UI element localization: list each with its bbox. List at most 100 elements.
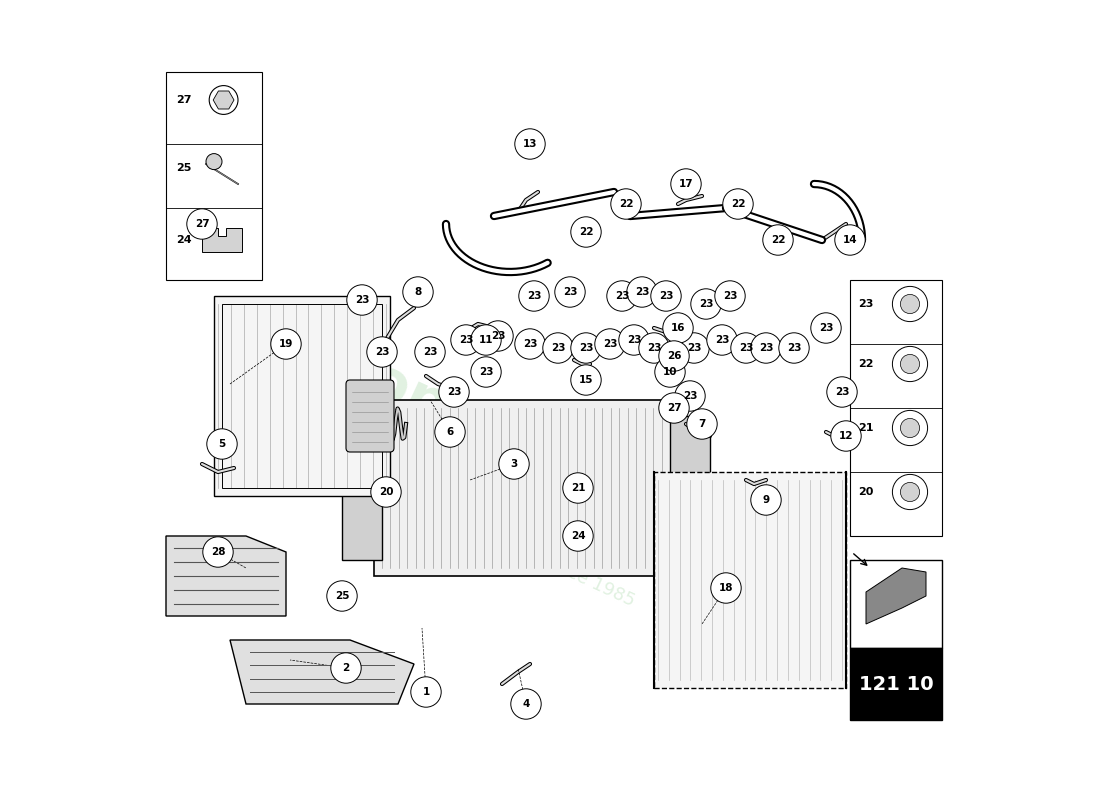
Text: 17: 17 xyxy=(679,179,693,189)
Circle shape xyxy=(723,189,754,219)
Circle shape xyxy=(707,325,737,355)
Circle shape xyxy=(901,354,920,374)
Circle shape xyxy=(901,418,920,438)
Circle shape xyxy=(471,357,502,387)
Text: a passion for parts since 1985: a passion for parts since 1985 xyxy=(383,478,637,610)
Text: 23: 23 xyxy=(459,335,473,345)
Text: 4: 4 xyxy=(522,699,530,709)
Circle shape xyxy=(671,169,701,199)
Text: 27: 27 xyxy=(195,219,209,229)
Circle shape xyxy=(827,377,857,407)
Text: 23: 23 xyxy=(563,287,578,297)
Text: 18: 18 xyxy=(718,583,734,593)
Circle shape xyxy=(674,381,705,411)
Polygon shape xyxy=(213,91,234,109)
Circle shape xyxy=(779,333,810,363)
Circle shape xyxy=(830,421,861,451)
Circle shape xyxy=(331,653,361,683)
Text: 8: 8 xyxy=(415,287,421,297)
Circle shape xyxy=(901,482,920,502)
FancyBboxPatch shape xyxy=(346,380,394,452)
Text: 23: 23 xyxy=(698,299,713,309)
Text: 14: 14 xyxy=(843,235,857,245)
Text: 24: 24 xyxy=(176,235,192,245)
Circle shape xyxy=(346,285,377,315)
Text: 23: 23 xyxy=(759,343,773,353)
Circle shape xyxy=(563,521,593,551)
Text: 23: 23 xyxy=(627,335,641,345)
Circle shape xyxy=(571,365,602,395)
Text: 23: 23 xyxy=(354,295,370,305)
Text: 23: 23 xyxy=(375,347,389,357)
Circle shape xyxy=(515,329,546,359)
Text: 16: 16 xyxy=(671,323,685,333)
Text: 23: 23 xyxy=(786,343,801,353)
Text: 19: 19 xyxy=(278,339,294,349)
Polygon shape xyxy=(230,640,414,704)
Bar xyxy=(850,280,942,536)
Text: 23: 23 xyxy=(715,335,729,345)
Circle shape xyxy=(663,313,693,343)
Text: 1: 1 xyxy=(422,687,430,697)
Circle shape xyxy=(835,225,866,255)
Circle shape xyxy=(498,449,529,479)
Text: 28: 28 xyxy=(211,547,226,557)
Text: 9: 9 xyxy=(762,495,770,505)
Text: 23: 23 xyxy=(491,331,505,341)
Text: 13: 13 xyxy=(522,139,537,149)
Circle shape xyxy=(571,217,602,247)
Circle shape xyxy=(403,277,433,307)
Circle shape xyxy=(563,473,593,503)
Text: 27: 27 xyxy=(667,403,681,413)
Text: 23: 23 xyxy=(835,387,849,397)
Text: 26: 26 xyxy=(667,351,681,361)
Circle shape xyxy=(366,337,397,367)
Circle shape xyxy=(371,477,402,507)
Text: 24: 24 xyxy=(571,531,585,541)
Circle shape xyxy=(751,485,781,515)
Circle shape xyxy=(271,329,301,359)
Circle shape xyxy=(202,537,233,567)
Text: 23: 23 xyxy=(635,287,649,297)
Circle shape xyxy=(651,281,681,311)
Circle shape xyxy=(519,281,549,311)
Circle shape xyxy=(715,281,745,311)
Circle shape xyxy=(415,337,446,367)
Text: 23: 23 xyxy=(422,347,438,357)
Circle shape xyxy=(901,294,920,314)
Text: 23: 23 xyxy=(723,291,737,301)
Text: 6: 6 xyxy=(447,427,453,437)
Polygon shape xyxy=(866,568,926,624)
Text: 25: 25 xyxy=(176,163,191,173)
Text: 20: 20 xyxy=(858,487,873,497)
Circle shape xyxy=(659,393,690,423)
Text: 22: 22 xyxy=(579,227,593,237)
Text: europaparts: europaparts xyxy=(260,305,649,527)
Circle shape xyxy=(571,333,602,363)
Text: 23: 23 xyxy=(858,299,873,309)
Text: 23: 23 xyxy=(478,367,493,377)
Polygon shape xyxy=(166,536,286,616)
Circle shape xyxy=(187,209,217,239)
Circle shape xyxy=(410,677,441,707)
Text: 22: 22 xyxy=(771,235,785,245)
Circle shape xyxy=(595,329,625,359)
Text: 22: 22 xyxy=(730,199,746,209)
Text: 22: 22 xyxy=(618,199,634,209)
Circle shape xyxy=(762,225,793,255)
Text: 21: 21 xyxy=(858,423,873,433)
Circle shape xyxy=(207,429,238,459)
Text: 22: 22 xyxy=(858,359,873,369)
Text: 23: 23 xyxy=(527,291,541,301)
Polygon shape xyxy=(202,228,242,252)
Text: 12: 12 xyxy=(838,431,854,441)
Text: 23: 23 xyxy=(447,387,461,397)
Bar xyxy=(850,560,942,648)
Text: 23: 23 xyxy=(603,339,617,349)
Text: 23: 23 xyxy=(683,391,697,401)
Circle shape xyxy=(510,689,541,719)
Circle shape xyxy=(554,277,585,307)
Text: 11: 11 xyxy=(478,335,493,345)
FancyBboxPatch shape xyxy=(670,416,710,560)
Text: 23: 23 xyxy=(522,339,537,349)
